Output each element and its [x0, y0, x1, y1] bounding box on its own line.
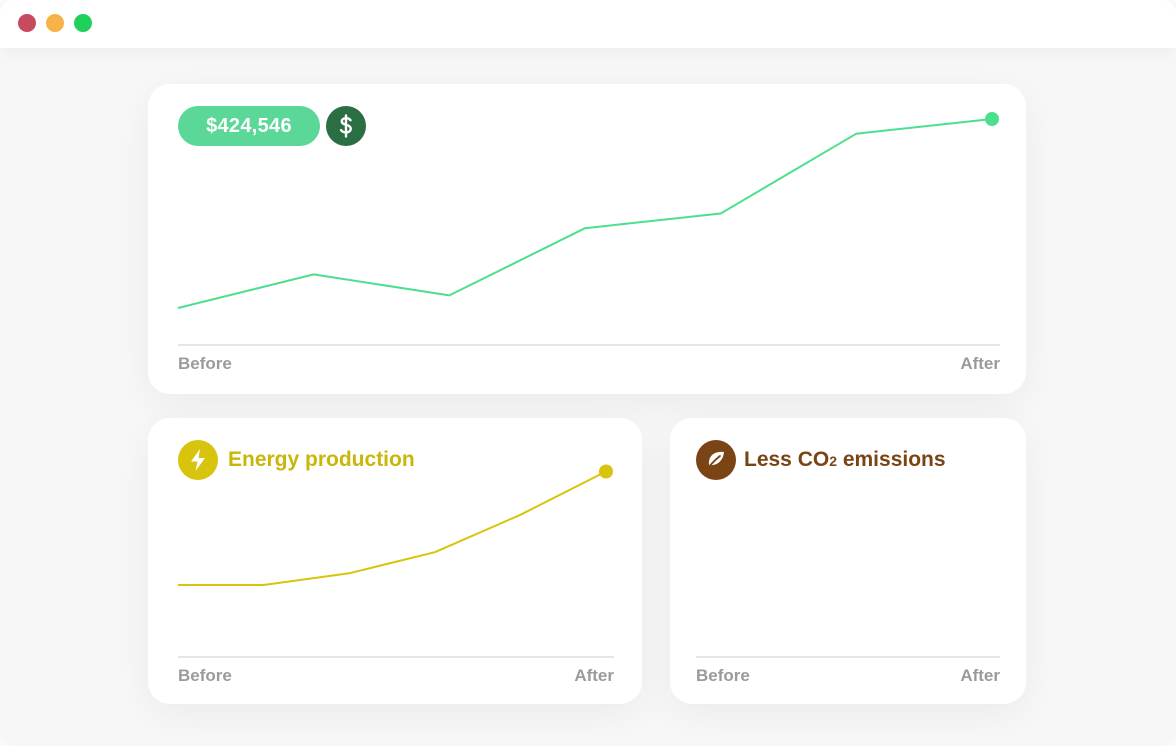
- co2-emissions-title: Less CO2 emissions: [744, 448, 946, 472]
- energy-after-label: After: [574, 666, 614, 685]
- co2-before-label: Before: [696, 666, 750, 685]
- lightning-icon: [178, 440, 218, 480]
- dollar-icon: [326, 106, 366, 146]
- co2-title-prefix: Less CO: [744, 448, 830, 471]
- co2-after-label: After: [960, 666, 1000, 685]
- leaf-icon: [696, 440, 736, 480]
- energy-series-line: [178, 470, 607, 586]
- title-bar: [0, 0, 1176, 48]
- co2-title-suffix: emissions: [837, 448, 946, 471]
- energy-x-axis: [178, 656, 614, 658]
- minimize-window-button[interactable]: [46, 14, 64, 32]
- co2-x-axis: [696, 656, 1000, 658]
- revenue-x-axis: [178, 344, 1000, 346]
- co2-emissions-card: Less CO2 emissions Before After: [670, 418, 1026, 704]
- revenue-end-marker: [985, 112, 999, 126]
- revenue-line-chart: [177, 112, 999, 309]
- revenue-amount-badge: $424,546: [178, 106, 320, 146]
- co2-title-subscript: 2: [829, 453, 837, 469]
- revenue-after-label: After: [960, 354, 1000, 373]
- close-window-button[interactable]: [18, 14, 36, 32]
- energy-end-marker: [599, 464, 613, 479]
- revenue-before-label: Before: [178, 354, 232, 373]
- energy-production-title: Energy production: [228, 448, 415, 471]
- maximize-window-button[interactable]: [74, 14, 92, 32]
- energy-before-label: Before: [178, 666, 232, 685]
- energy-production-card: Energy production Before After: [148, 418, 642, 704]
- revenue-card: $424,546 Before After: [148, 84, 1026, 394]
- revenue-series-line: [177, 118, 993, 309]
- energy-line-chart: [178, 464, 613, 586]
